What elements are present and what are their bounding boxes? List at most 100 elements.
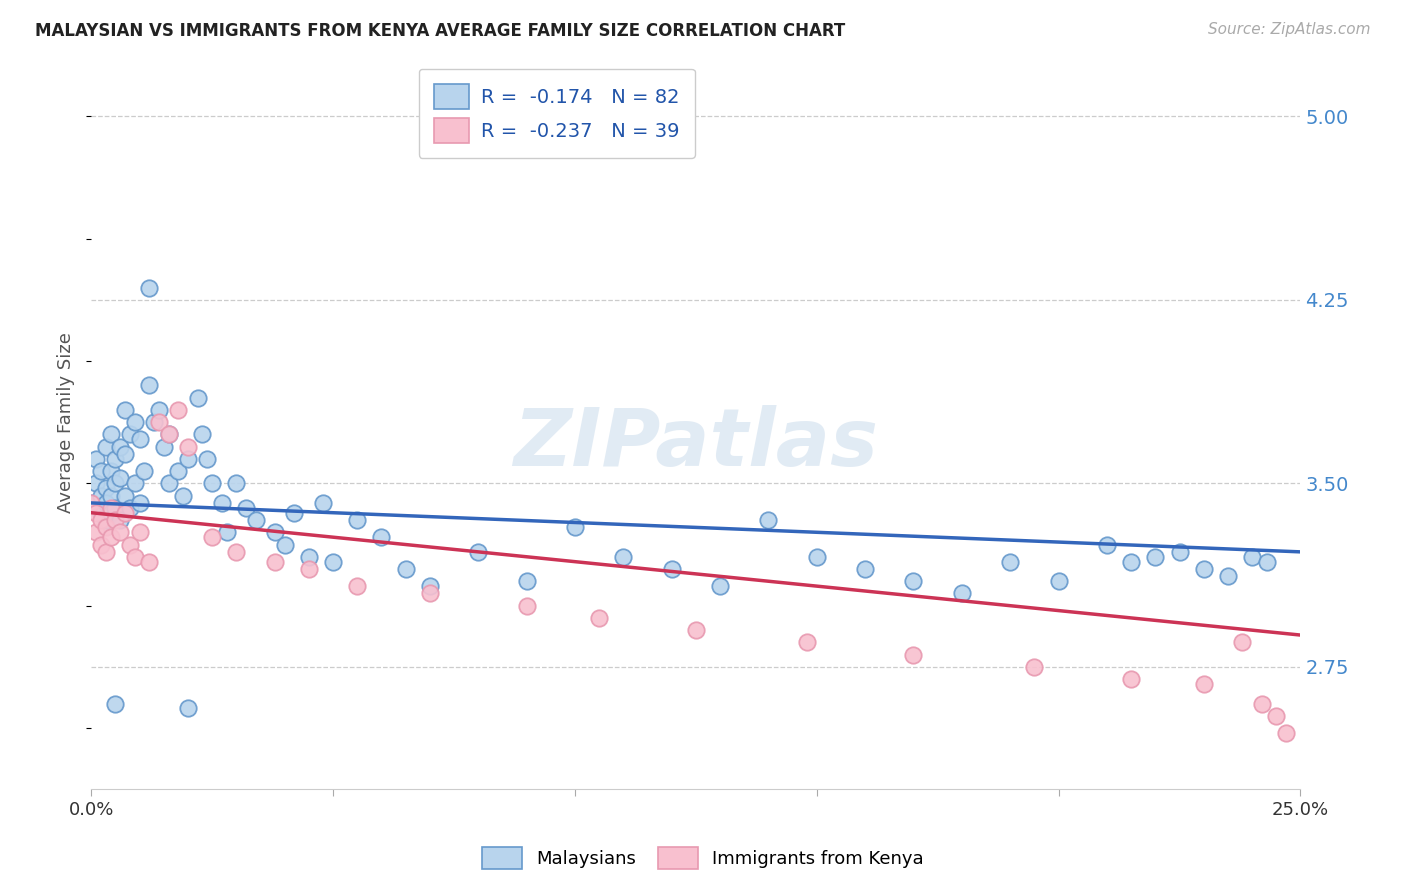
Point xyxy=(167,464,190,478)
Point xyxy=(201,476,224,491)
Point xyxy=(1275,726,1298,740)
Y-axis label: Average Family Size: Average Family Size xyxy=(58,332,75,513)
Point xyxy=(157,427,180,442)
Point xyxy=(1121,672,1143,686)
Point xyxy=(225,476,247,491)
Point xyxy=(515,599,537,613)
Point xyxy=(756,513,779,527)
Point xyxy=(346,513,368,527)
Point xyxy=(157,476,180,491)
Point xyxy=(298,549,321,564)
Point xyxy=(100,489,122,503)
Point xyxy=(138,555,160,569)
Point xyxy=(104,697,127,711)
Point xyxy=(187,391,209,405)
Point xyxy=(1216,569,1239,583)
Point xyxy=(143,415,166,429)
Point xyxy=(419,579,441,593)
Text: MALAYSIAN VS IMMIGRANTS FROM KENYA AVERAGE FAMILY SIZE CORRELATION CHART: MALAYSIAN VS IMMIGRANTS FROM KENYA AVERA… xyxy=(35,22,845,40)
Point xyxy=(370,530,392,544)
Point xyxy=(100,500,122,515)
Point xyxy=(90,506,112,520)
Text: ZIPatlas: ZIPatlas xyxy=(513,405,879,483)
Point xyxy=(128,525,150,540)
Point xyxy=(172,489,194,503)
Point xyxy=(114,447,136,461)
Point xyxy=(191,427,214,442)
Point xyxy=(108,471,131,485)
Text: Source: ZipAtlas.com: Source: ZipAtlas.com xyxy=(1208,22,1371,37)
Point xyxy=(346,579,368,593)
Point xyxy=(80,496,103,510)
Point xyxy=(94,440,117,454)
Legend: Malaysians, Immigrants from Kenya: Malaysians, Immigrants from Kenya xyxy=(474,838,932,879)
Point xyxy=(1250,697,1272,711)
Point xyxy=(134,464,156,478)
Point xyxy=(211,496,233,510)
Point xyxy=(1232,635,1254,649)
Point xyxy=(94,545,117,559)
Point xyxy=(84,476,107,491)
Point xyxy=(515,574,537,589)
Point xyxy=(1265,708,1288,723)
Point xyxy=(94,481,117,495)
Point xyxy=(235,500,257,515)
Point xyxy=(1047,574,1070,589)
Point xyxy=(148,403,170,417)
Point xyxy=(84,451,107,466)
Point xyxy=(118,500,141,515)
Point xyxy=(84,525,107,540)
Point xyxy=(1000,555,1022,569)
Point xyxy=(264,555,287,569)
Point xyxy=(100,427,122,442)
Point xyxy=(903,574,925,589)
Point xyxy=(128,496,150,510)
Point xyxy=(104,513,127,527)
Point xyxy=(685,623,707,637)
Point xyxy=(1121,555,1143,569)
Point xyxy=(177,701,200,715)
Point xyxy=(903,648,925,662)
Point xyxy=(108,440,131,454)
Point xyxy=(94,520,117,534)
Point xyxy=(94,513,117,527)
Point xyxy=(124,415,146,429)
Point xyxy=(1241,549,1264,564)
Point xyxy=(419,586,441,600)
Point xyxy=(157,427,180,442)
Point xyxy=(94,496,117,510)
Point xyxy=(1024,660,1046,674)
Point xyxy=(564,520,586,534)
Point xyxy=(90,513,112,527)
Point xyxy=(100,506,122,520)
Point xyxy=(1192,677,1215,691)
Point xyxy=(1095,537,1118,551)
Point xyxy=(1168,545,1191,559)
Point xyxy=(148,415,170,429)
Point xyxy=(118,427,141,442)
Point xyxy=(661,562,683,576)
Point xyxy=(612,549,634,564)
Point xyxy=(90,464,112,478)
Point xyxy=(114,403,136,417)
Point xyxy=(108,525,131,540)
Point xyxy=(709,579,731,593)
Point xyxy=(118,537,141,551)
Point xyxy=(1192,562,1215,576)
Point xyxy=(1256,555,1278,569)
Point xyxy=(138,280,160,294)
Point xyxy=(100,530,122,544)
Point xyxy=(104,476,127,491)
Point xyxy=(195,451,218,466)
Point xyxy=(104,500,127,515)
Point xyxy=(104,451,127,466)
Point xyxy=(152,440,174,454)
Point xyxy=(283,506,305,520)
Point xyxy=(853,562,876,576)
Point xyxy=(138,378,160,392)
Point xyxy=(100,464,122,478)
Point xyxy=(114,489,136,503)
Point xyxy=(108,513,131,527)
Point xyxy=(796,635,818,649)
Point xyxy=(84,506,107,520)
